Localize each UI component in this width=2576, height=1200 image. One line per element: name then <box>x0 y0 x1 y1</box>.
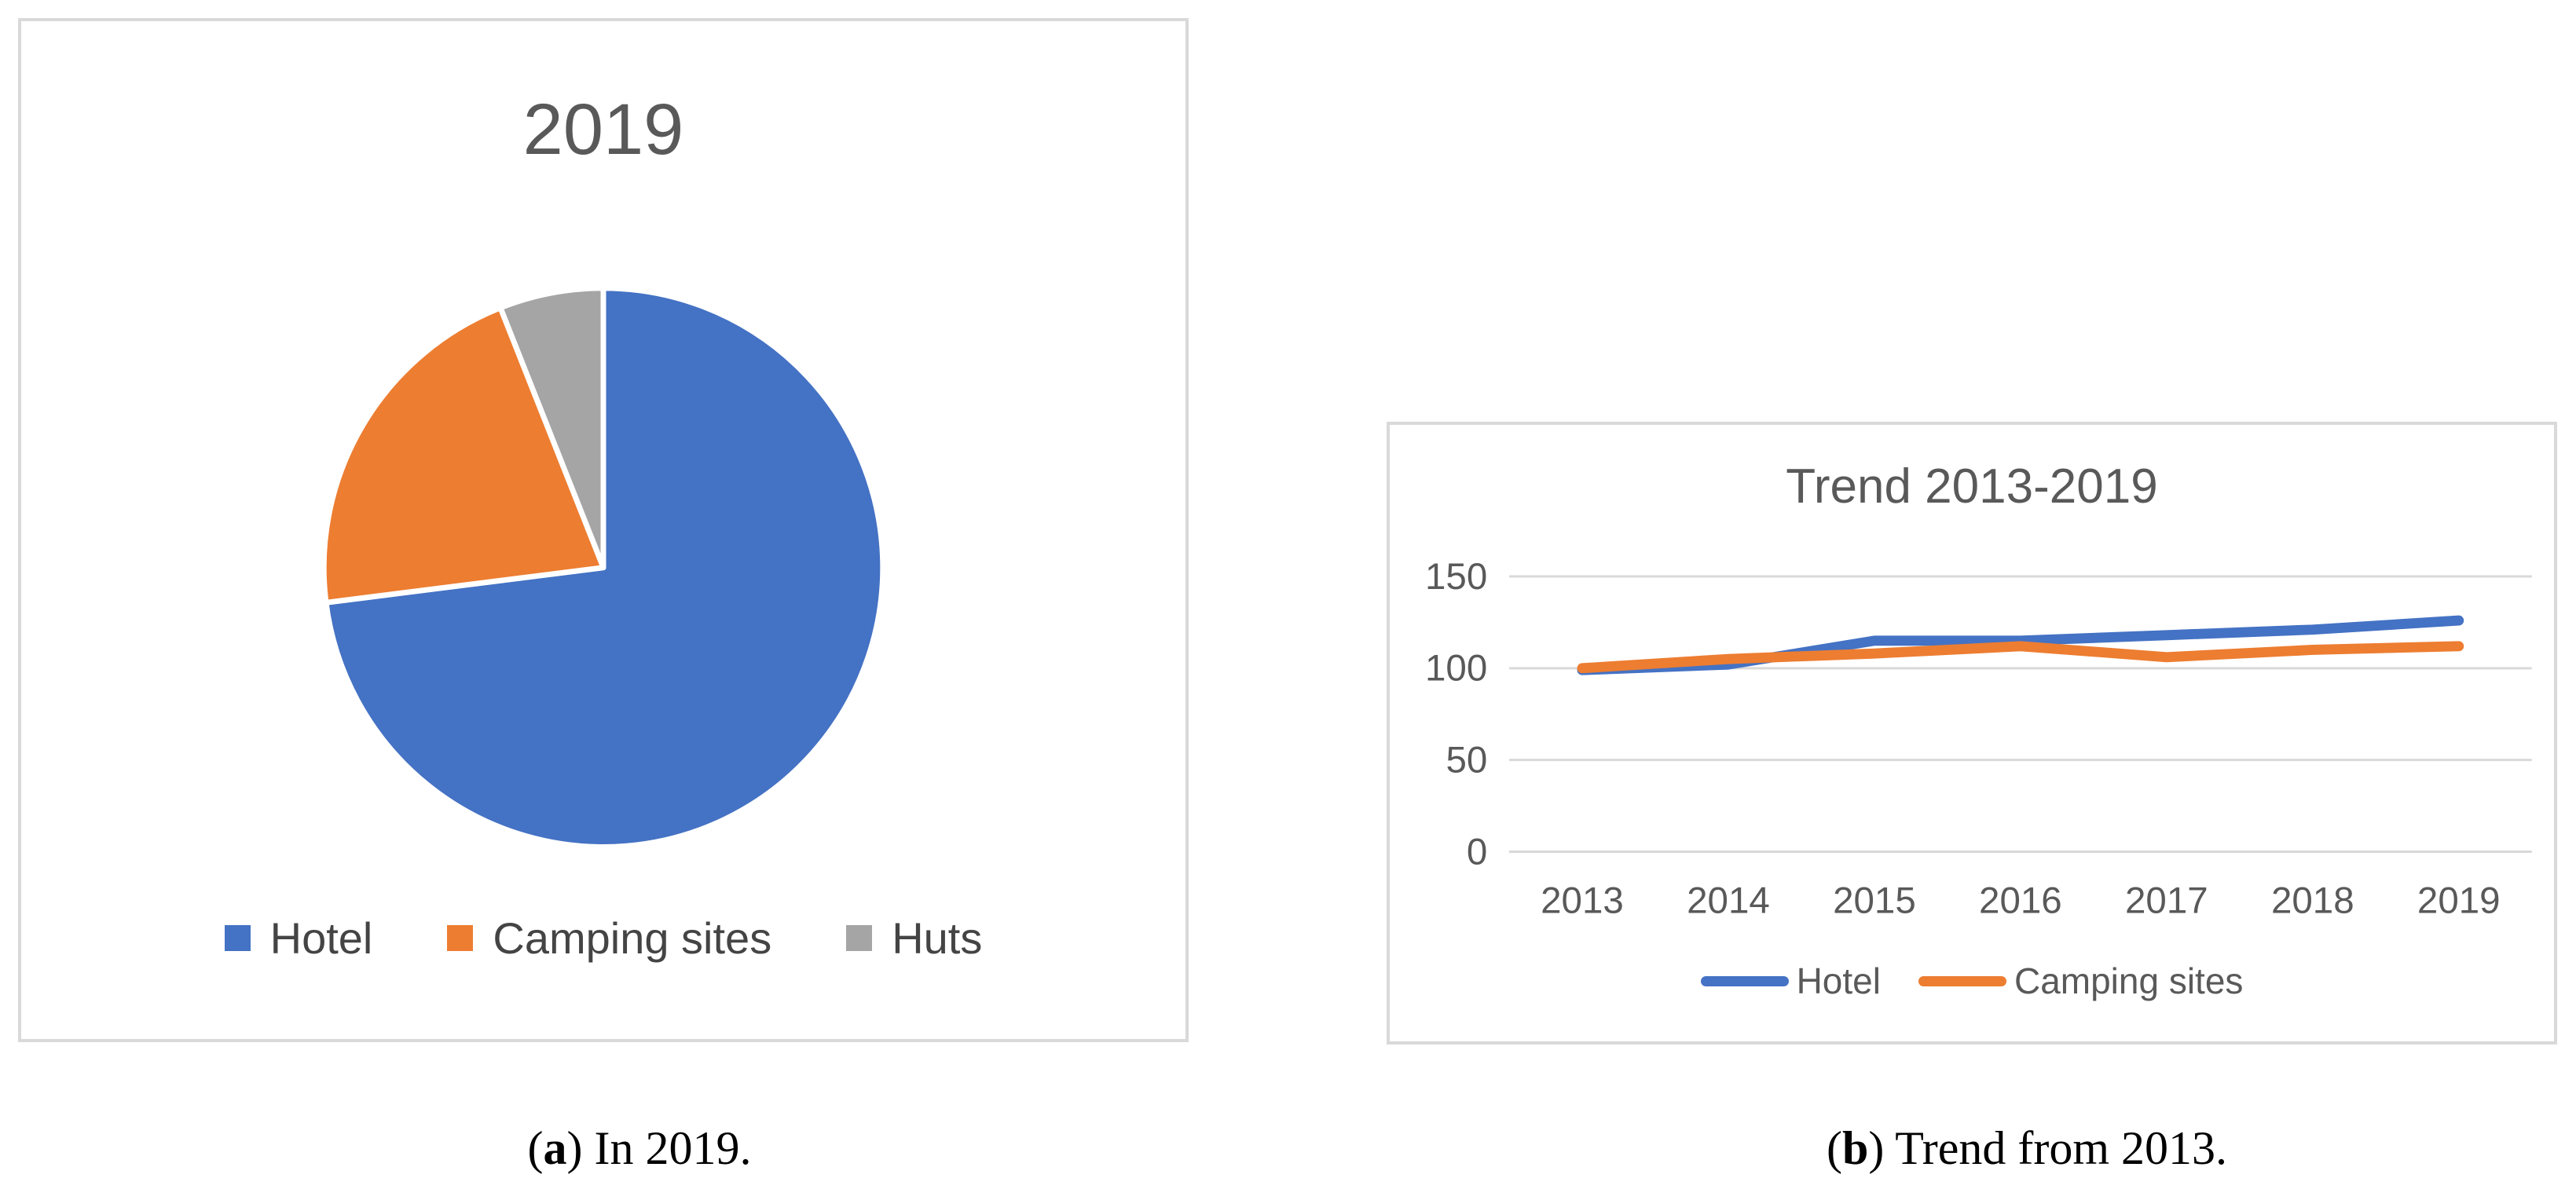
y-axis-tick-150: 150 <box>1425 556 1487 598</box>
x-axis-tick-2013: 2013 <box>1541 880 1624 922</box>
legend-line-swatch-icon <box>1918 975 2006 986</box>
legend-line-swatch-icon <box>1700 975 1789 986</box>
pie-legend-item-camping-sites: Camping sites <box>447 913 771 964</box>
y-axis-tick-50: 50 <box>1446 739 1487 781</box>
legend-label: Hotel <box>1796 960 1881 1001</box>
legend-label: Camping sites <box>493 913 772 963</box>
legend-swatch-icon <box>224 925 251 951</box>
series-line-camping-sites <box>1577 641 2464 674</box>
line-chart-title: Trend 2013-2019 <box>1786 459 2158 514</box>
caption-b: (b) Trend from 2013. <box>1826 1122 2228 1174</box>
caption-a: (a) In 2019. <box>527 1122 752 1174</box>
caption-b-letter: b <box>1841 1122 1869 1174</box>
series-line-hotel <box>1577 615 2464 675</box>
x-axis-tick-2014: 2014 <box>1687 880 1770 922</box>
pie-legend-item-huts: Huts <box>846 913 982 964</box>
line-legend-item-hotel: Hotel <box>1700 960 1881 1002</box>
legend-label: Hotel <box>269 913 373 963</box>
caption-a-letter: a <box>543 1122 567 1174</box>
legend-label: Huts <box>892 913 983 963</box>
x-axis-tick-2018: 2018 <box>2271 880 2354 922</box>
pie-legend: Hotel Camping sites Huts <box>21 905 1185 971</box>
pie-legend-item-hotel: Hotel <box>224 913 373 964</box>
line-chart-panel: Trend 2013-2019 150 100 50 0 2013 2014 2015 201… <box>1387 422 2557 1045</box>
line-chart-legend: Hotel Camping sites <box>1390 957 2554 1004</box>
y-axis-tick-100: 100 <box>1425 648 1487 690</box>
pie-chart-title: 2019 <box>522 90 684 170</box>
legend-label: Camping sites <box>2014 960 2244 1001</box>
caption-b-text: Trend from 2013. <box>1895 1122 2228 1174</box>
caption-a-text: In 2019. <box>594 1122 752 1174</box>
pie-chart <box>321 285 886 850</box>
x-axis-tick-2016: 2016 <box>1979 880 2062 922</box>
pie-slice-camping-sites <box>321 305 606 605</box>
x-axis-tick-2019: 2019 <box>2417 880 2501 922</box>
line-chart: 150 100 50 0 2013 2014 2015 2016 2017 2018 2019 <box>1425 556 2532 922</box>
legend-swatch-icon <box>846 925 873 951</box>
pie-chart-panel: 2019 Hotel Camping sites Huts <box>18 18 1189 1042</box>
legend-swatch-icon <box>447 925 474 951</box>
line-legend-item-camping-sites: Camping sites <box>1918 960 2243 1002</box>
pie-slice-huts <box>497 285 606 571</box>
x-axis-tick-2017: 2017 <box>2125 880 2208 922</box>
x-axis-tick-2015: 2015 <box>1833 880 1916 922</box>
y-axis-tick-0: 0 <box>1467 831 1487 873</box>
